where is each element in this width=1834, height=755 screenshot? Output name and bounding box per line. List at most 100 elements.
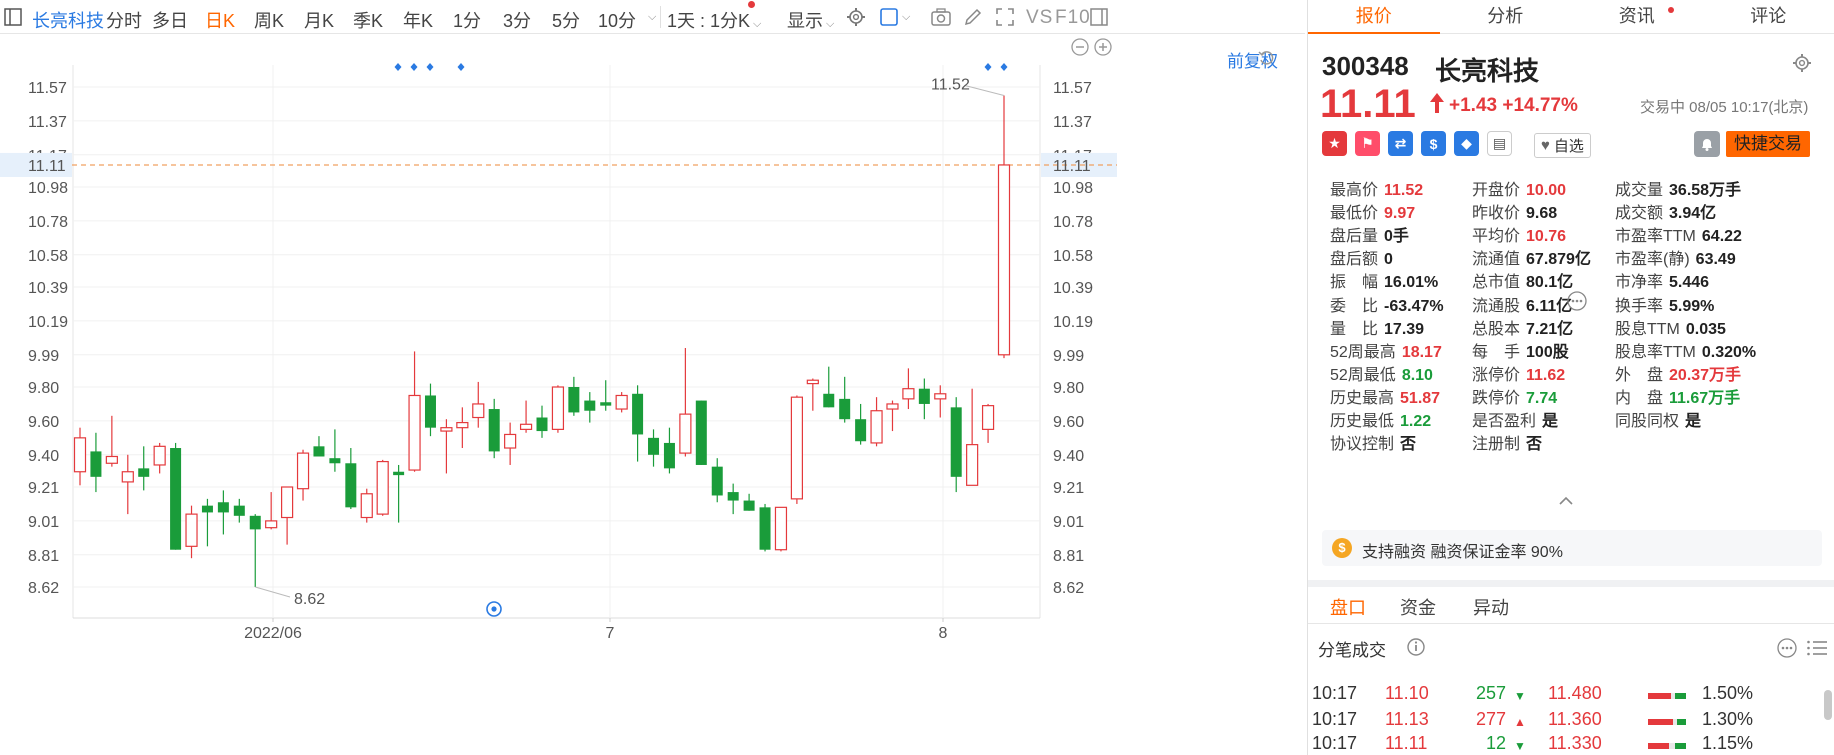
- stat-label: 换手率: [1615, 297, 1664, 315]
- sidebar-toggle-icon[interactable]: [4, 8, 22, 26]
- adjust-mode-button[interactable]: 前复权: [1227, 52, 1278, 71]
- zoom-out-icon[interactable]: [1240, 48, 1241, 49]
- quote-stat: 平均价 10.76: [1472, 222, 1566, 246]
- tab-news[interactable]: 资讯: [1618, 6, 1655, 26]
- stat-label: 协议控制: [1330, 436, 1395, 454]
- candle-body: [90, 451, 102, 477]
- tab-daily-k[interactable]: 日K: [205, 11, 236, 31]
- dollar-icon[interactable]: $: [1421, 131, 1446, 156]
- candle: [997, 95, 1011, 359]
- y-tick-label: 9.01: [1053, 514, 1084, 531]
- stat-label: 振 幅: [1330, 274, 1379, 292]
- quote-stat: 流通股 6.11亿: [1472, 292, 1572, 316]
- stat-value: 0.035: [1685, 320, 1726, 338]
- reset-icon[interactable]: [1257, 48, 1277, 68]
- camera-icon[interactable]: [930, 7, 952, 27]
- candle-body: [536, 417, 548, 432]
- zoom-out-icon[interactable]: [1281, 47, 1282, 48]
- tab-comments[interactable]: 评论: [1750, 6, 1787, 26]
- compare-button[interactable]: VS: [1026, 7, 1054, 28]
- toolbar-divider: [660, 6, 661, 28]
- y-tick-label: 9.80: [28, 380, 59, 397]
- candle-body: [759, 507, 771, 550]
- tab-abnormal[interactable]: 异动: [1473, 598, 1509, 618]
- tag-icon[interactable]: ◆: [1454, 131, 1479, 156]
- stat-label: 盘后额: [1330, 251, 1379, 269]
- tab-intraday[interactable]: 分时: [106, 11, 142, 31]
- chevron-down-icon[interactable]: ⌵: [648, 11, 657, 23]
- tab-yearly-k[interactable]: 年K: [403, 11, 434, 31]
- stat-label: 同股同权: [1615, 413, 1680, 430]
- tab-analysis[interactable]: 分析: [1487, 6, 1524, 26]
- period-select[interactable]: 1天 : 1分K ⌵: [667, 7, 761, 33]
- candle: [153, 442, 166, 474]
- shuffle-icon[interactable]: ⇄: [1388, 131, 1413, 156]
- tab-capital-flow[interactable]: 资金: [1400, 598, 1436, 618]
- quote-stat: 委 比 -63.47%: [1330, 292, 1444, 316]
- zoom-out-icon[interactable]: [1268, 48, 1269, 49]
- tab-1min[interactable]: 1分: [453, 11, 482, 31]
- stat-label: 成交量: [1615, 182, 1664, 199]
- stat-label: 平均价: [1472, 228, 1521, 246]
- stat-label: 盘后量: [1330, 228, 1379, 246]
- tick-price: 11.13: [1385, 709, 1429, 729]
- runner-icon[interactable]: ⚑: [1355, 131, 1380, 156]
- chevron-down-icon[interactable]: ⌵: [902, 11, 911, 23]
- display-menu[interactable]: 显示 ⌵: [787, 7, 834, 33]
- tab-order-book[interactable]: 盘口: [1330, 598, 1366, 618]
- tab-10min[interactable]: 10分: [598, 11, 637, 31]
- candle-body: [217, 502, 229, 513]
- settings-icon[interactable]: [846, 7, 866, 27]
- tab-multiday[interactable]: 多日: [152, 11, 188, 31]
- stock-name-link[interactable]: 长亮科技: [32, 11, 104, 31]
- tick-time: 10:17: [1312, 733, 1358, 753]
- candle-body: [138, 468, 150, 477]
- quote-stat: 股息TTM 0.035: [1615, 315, 1726, 339]
- tab-3min[interactable]: 3分: [503, 11, 532, 31]
- stat-label: 外 盘: [1615, 366, 1664, 384]
- x-tick-label: 8: [939, 625, 948, 642]
- quote-stat: 股息率TTM 0.320%: [1615, 338, 1756, 362]
- tab-quarterly-k[interactable]: 季K: [353, 11, 384, 31]
- checkbox-icon[interactable]: [879, 7, 899, 27]
- more-icon[interactable]: [1566, 290, 1588, 312]
- y-tick-label: 10.39: [1053, 280, 1093, 297]
- scrollbar[interactable]: [1824, 690, 1832, 720]
- tab-weekly-k[interactable]: 周K: [254, 11, 285, 31]
- collapse-chevron-icon[interactable]: [1558, 496, 1574, 506]
- settings-icon[interactable]: [1792, 53, 1812, 73]
- document-icon[interactable]: ▤: [1487, 131, 1512, 156]
- quote-stat: 注册制否: [1472, 430, 1542, 454]
- f10-button[interactable]: F10: [1055, 7, 1091, 28]
- tick-row: 10:17 11.10 257 ▼ 11.480 1.50%: [1308, 683, 1834, 711]
- candle-body: [679, 413, 692, 454]
- stat-value: 11.62: [1526, 366, 1566, 384]
- quick-trade-button[interactable]: 快捷交易: [1726, 131, 1810, 157]
- bell-icon[interactable]: [1694, 131, 1720, 157]
- more-icon[interactable]: [1776, 637, 1798, 659]
- fullscreen-icon[interactable]: [995, 7, 1015, 27]
- candle: [695, 400, 707, 465]
- tab-quote[interactable]: 报价: [1308, 0, 1440, 34]
- tick-price: 11.11: [1385, 733, 1428, 753]
- stat-value: 3.94亿: [1669, 205, 1717, 223]
- y-tick-label: 8.62: [28, 580, 59, 597]
- depth-price: 11.360: [1548, 709, 1602, 729]
- china-flag-icon[interactable]: ★: [1322, 131, 1347, 156]
- stat-value: 8.10: [1401, 366, 1433, 384]
- trade-status: 交易中 08/05 10:17(北京): [1640, 99, 1809, 116]
- margin-trading-info: $ 支持融资 融资保证金率 90%: [1322, 530, 1822, 566]
- pen-icon[interactable]: [963, 7, 983, 27]
- candle: [950, 397, 962, 493]
- x-axis: 2022/06 7 8: [244, 618, 948, 642]
- chevron-down-icon: ⌵: [826, 18, 835, 30]
- kline-chart[interactable]: 11.5711.3711.1710.9810.7810.5810.3910.19…: [0, 35, 1305, 755]
- stat-value: 9.97: [1384, 205, 1416, 223]
- panel-toggle-icon[interactable]: [1090, 8, 1108, 26]
- tab-monthly-k[interactable]: 月K: [304, 11, 335, 31]
- tab-5min[interactable]: 5分: [552, 11, 581, 31]
- info-icon[interactable]: [1406, 637, 1426, 657]
- add-watchlist-button[interactable]: ♥ 自选: [1534, 133, 1591, 158]
- list-menu-icon[interactable]: [1806, 637, 1828, 659]
- stat-value: 10.76: [1526, 228, 1567, 246]
